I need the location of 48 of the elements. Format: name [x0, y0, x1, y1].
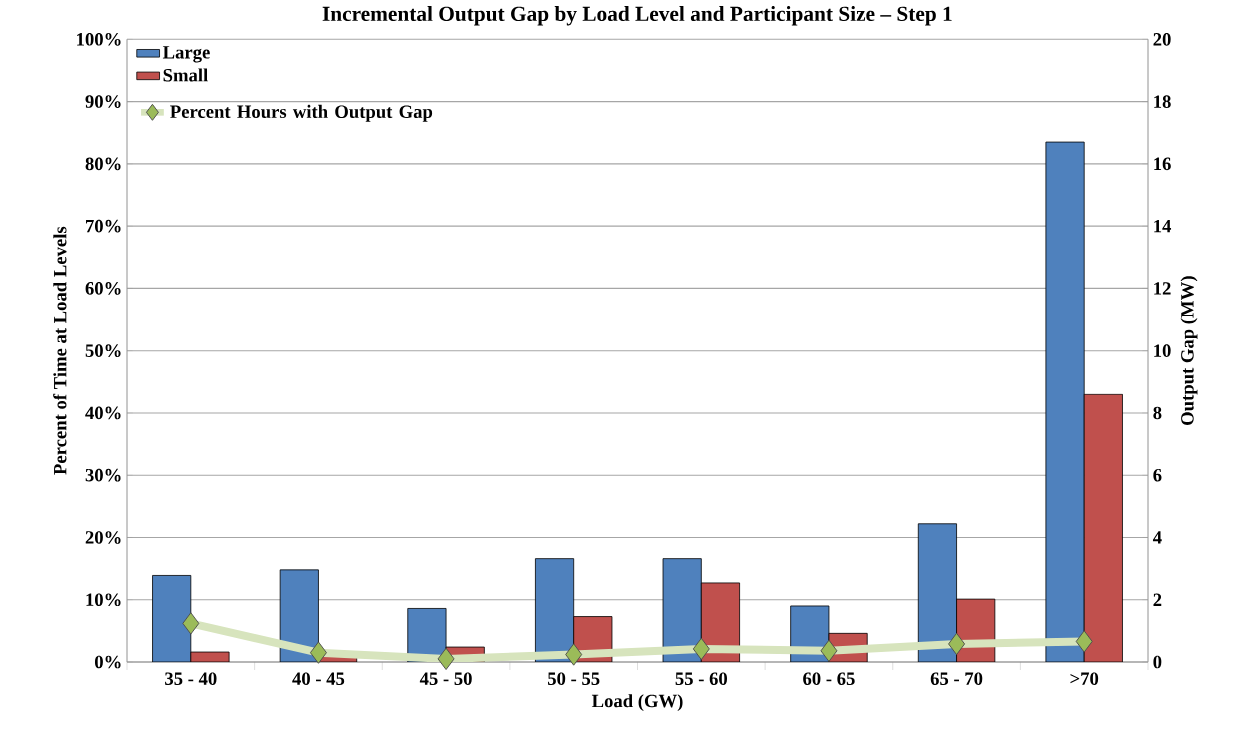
point: [1075, 630, 1093, 653]
x-tick-label: 50 - 55: [548, 672, 600, 685]
y2-tick-label: 4: [1152, 531, 1162, 544]
y-tick-label: 40%: [85, 406, 121, 420]
y2-tick-label: 6: [1153, 468, 1162, 482]
point: [437, 647, 455, 671]
x-tick-label: 45 - 50: [419, 672, 472, 685]
bar: [152, 575, 192, 662]
point: [182, 612, 200, 635]
point: [309, 641, 327, 664]
x-tick-label: 65 - 70: [930, 672, 983, 685]
y-tick-label: 50%: [85, 344, 121, 357]
x-tick-label: >70: [1070, 672, 1099, 685]
y-tick-label: 10%: [86, 593, 121, 607]
y-tick-label: 90%: [85, 95, 121, 108]
y-axis-title: Percent of Time at Load Levels: [53, 226, 67, 475]
y-tick-label: 30%: [85, 468, 121, 482]
y2-axis-title: Output Gap (MW): [1180, 276, 1198, 425]
y-tick-label: 20%: [85, 531, 121, 544]
chart-title: Incremental Output Gap by Load Level and Participant Size – Step 1: [322, 6, 952, 26]
y2-tick-label: 16: [1154, 157, 1171, 171]
y2-tick-label: 0: [1153, 655, 1162, 669]
y2-tick-label: 12: [1154, 282, 1171, 295]
x-axis-title: Load (GW): [591, 694, 683, 712]
y2-tick-label: 14: [1154, 219, 1172, 233]
y-tick-label: 0%: [95, 655, 121, 669]
y2-tick-label: 20: [1153, 33, 1171, 46]
y2-tick-label: 2: [1153, 593, 1162, 606]
y2-tick-label: 10: [1154, 344, 1171, 357]
y2-tick-label: 18: [1154, 95, 1171, 108]
x-tick-label: 55 - 60: [675, 672, 728, 685]
legend-label: Large: [162, 46, 210, 63]
bar: [1083, 393, 1123, 662]
legend-label: Percent Hours with Output Gap: [170, 104, 433, 122]
x-tick-label: 35 - 40: [165, 672, 217, 685]
y-tick-label: 70%: [86, 219, 121, 233]
point: [692, 637, 710, 661]
y-tick-label: 80%: [85, 157, 121, 171]
y-tick-label: 60%: [85, 282, 121, 295]
point: [948, 632, 966, 656]
x-tick-label: 40 - 45: [292, 672, 345, 685]
point: [820, 639, 838, 662]
y-tick-label: 100%: [77, 32, 121, 46]
legend-label: Small: [163, 68, 208, 82]
bar: [1045, 141, 1085, 662]
x-tick-label: 60 - 65: [803, 672, 855, 685]
y2-tick-label: 8: [1153, 406, 1162, 420]
point: [565, 643, 583, 666]
